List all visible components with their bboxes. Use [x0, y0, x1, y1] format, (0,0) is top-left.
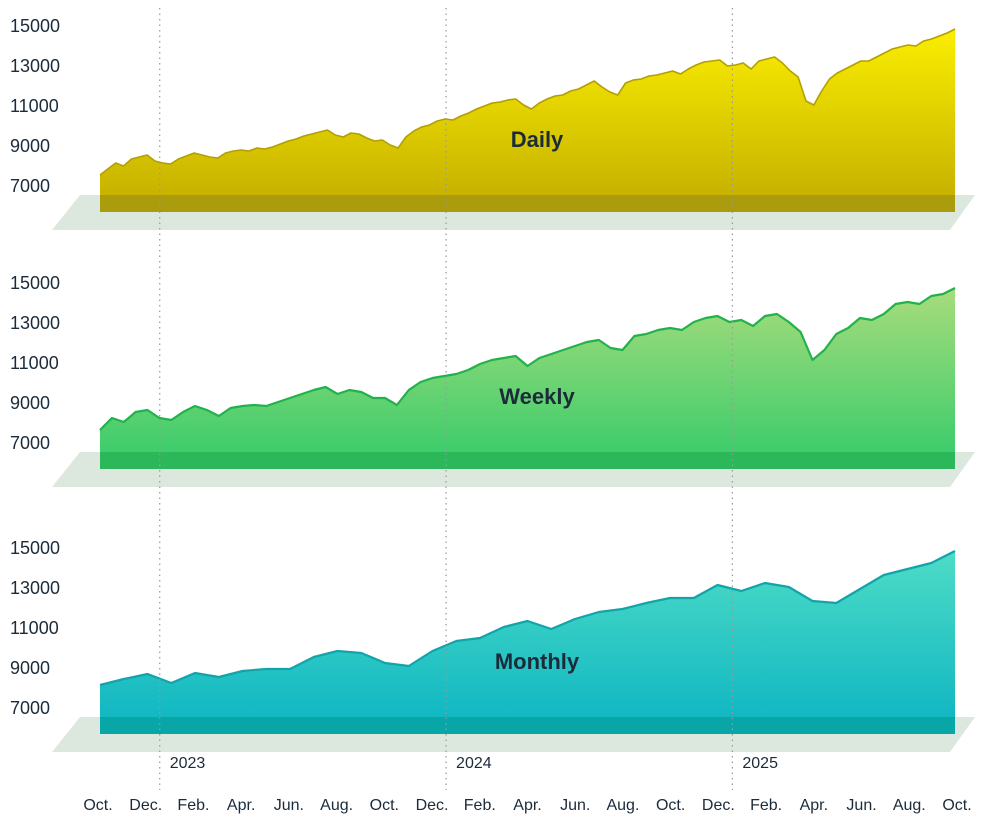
month-label: Oct.	[656, 797, 685, 814]
y-tick-label: 9000	[10, 658, 50, 678]
month-label: Feb.	[750, 797, 782, 814]
area	[100, 288, 955, 469]
line	[99, 28, 956, 176]
base-band	[100, 717, 955, 734]
y-tick-label: 11000	[10, 618, 59, 638]
year-label: 2024	[456, 755, 492, 772]
year-label: 2025	[742, 755, 778, 772]
y-tick-label: 7000	[10, 433, 50, 453]
month-label: Dec.	[129, 797, 162, 814]
month-label: Apr.	[227, 797, 255, 814]
month-label: Apr.	[513, 797, 541, 814]
y-tick-label: 15000	[10, 16, 60, 36]
month-label: Aug.	[320, 797, 353, 814]
y-tick-label: 11000	[10, 96, 59, 116]
y-tick-label: 15000	[10, 273, 60, 293]
y-tick-label: 13000	[10, 56, 60, 76]
y-tick-label: 13000	[10, 313, 60, 333]
month-label: Aug.	[893, 797, 926, 814]
y-tick-label: 9000	[10, 136, 50, 156]
month-label: Feb.	[177, 797, 209, 814]
area	[100, 29, 955, 212]
year-label: 2023	[170, 755, 206, 772]
y-tick-label: 7000	[10, 698, 50, 718]
panel-title: Monthly	[495, 649, 580, 674]
month-label: Dec.	[416, 797, 449, 814]
line	[99, 287, 956, 431]
area	[100, 551, 955, 734]
base-band	[100, 452, 955, 469]
month-label: Jun.	[560, 797, 590, 814]
month-label: Feb.	[464, 797, 496, 814]
month-label: Aug.	[606, 797, 639, 814]
y-tick-label: 15000	[10, 538, 60, 558]
month-label: Apr.	[800, 797, 828, 814]
y-tick-label: 9000	[10, 393, 50, 413]
y-tick-label: 11000	[10, 353, 59, 373]
panel-title: Weekly	[499, 384, 575, 409]
month-label: Jun.	[274, 797, 304, 814]
base-band	[100, 195, 955, 212]
line	[99, 550, 956, 687]
month-label: Oct.	[942, 797, 971, 814]
month-label: Dec.	[702, 797, 735, 814]
month-label: Oct.	[370, 797, 399, 814]
y-tick-label: 13000	[10, 578, 60, 598]
y-tick-label: 7000	[10, 176, 50, 196]
month-label: Oct.	[83, 797, 112, 814]
panel-title: Daily	[511, 127, 564, 152]
month-label: Jun.	[846, 797, 876, 814]
